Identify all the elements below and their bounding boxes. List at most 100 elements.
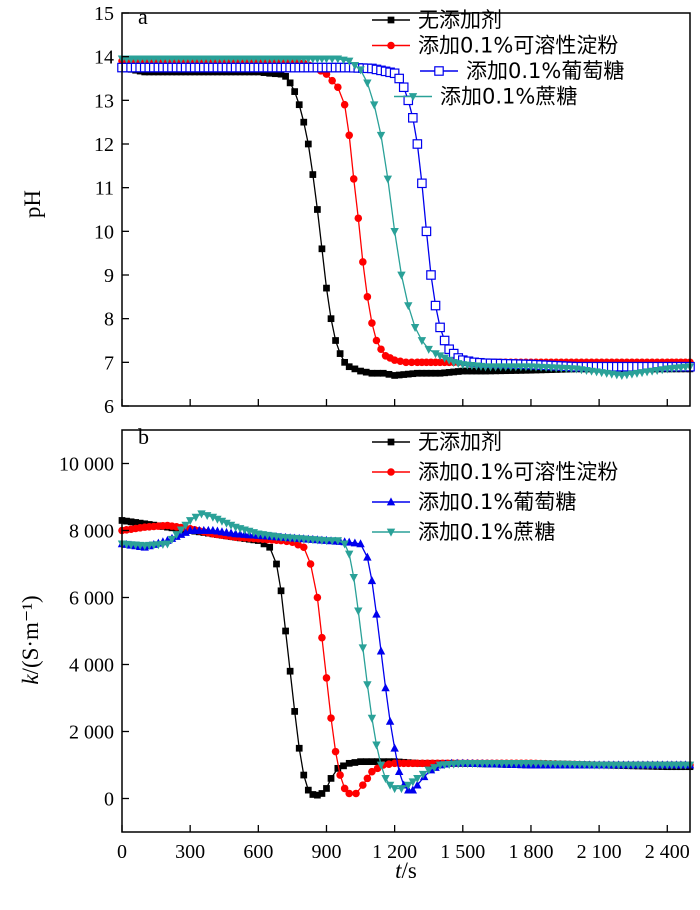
data-point	[417, 337, 427, 346]
data-point	[300, 118, 308, 126]
series-3	[117, 55, 695, 381]
y-tick-label: 14	[94, 47, 114, 69]
legend-label: 添加0.1%蔗糖	[440, 85, 577, 109]
data-point	[322, 674, 331, 682]
data-point	[217, 517, 227, 526]
data-point	[185, 517, 195, 526]
legend-label: 添加0.1%可溶性淀粉	[418, 34, 618, 58]
data-point	[304, 140, 312, 148]
y-tick-label: 10	[94, 221, 114, 243]
legend-item: 添加0.1%葡萄糖	[372, 490, 576, 514]
data-point	[445, 369, 453, 376]
data-point	[394, 73, 404, 84]
data-point	[409, 370, 417, 378]
legend-marker	[386, 497, 396, 506]
data-point	[435, 322, 445, 333]
data-point	[367, 576, 377, 585]
data-point	[354, 607, 363, 616]
data-point	[172, 531, 181, 540]
data-point	[367, 714, 377, 723]
series-line	[121, 524, 690, 795]
data-point	[652, 366, 662, 375]
data-point	[127, 518, 135, 526]
data-point	[413, 780, 422, 789]
data-point	[372, 609, 381, 618]
data-point	[418, 770, 428, 779]
data-point	[273, 560, 280, 568]
data-point	[627, 370, 637, 379]
data-point	[454, 368, 462, 375]
series-line	[121, 519, 690, 796]
data-point	[294, 540, 302, 549]
data-point	[176, 526, 186, 535]
data-point	[306, 560, 315, 568]
data-point	[318, 633, 326, 642]
legend-marker	[434, 66, 444, 76]
data-point	[309, 791, 317, 798]
data-point	[430, 764, 439, 773]
y-tick-label: 4 000	[69, 655, 114, 677]
data-point	[123, 517, 130, 525]
data-point	[356, 66, 365, 75]
data-point	[266, 69, 274, 77]
data-point	[622, 371, 632, 380]
series-2	[117, 62, 695, 372]
x-tick-label: 2 100	[577, 841, 622, 863]
x-tick-label: 1 800	[508, 841, 553, 863]
data-point	[222, 519, 231, 528]
data-point	[352, 789, 360, 798]
data-point	[277, 70, 285, 78]
data-point	[341, 358, 349, 366]
x-tick-label: 900	[311, 841, 341, 863]
series-line	[121, 513, 690, 790]
data-point	[327, 537, 337, 546]
data-point	[424, 766, 433, 775]
data-point	[440, 354, 449, 363]
panel-b-label: b	[138, 424, 149, 449]
data-point	[398, 82, 409, 93]
y-tick-label: 6 000	[69, 588, 114, 610]
legend-item: 添加0.1%可溶性淀粉	[372, 34, 618, 58]
series-line	[121, 66, 690, 377]
legend-label: 添加0.1%葡萄糖	[418, 490, 576, 514]
data-point	[473, 367, 480, 375]
data-point	[299, 543, 308, 552]
y-tick-label: 6	[104, 396, 114, 418]
y-tick-label: 8 000	[69, 521, 114, 543]
data-point	[459, 367, 467, 375]
data-point	[295, 101, 303, 109]
data-point	[226, 521, 236, 530]
series-line	[122, 66, 690, 368]
panel-a-frame	[121, 12, 691, 407]
data-point	[286, 79, 294, 87]
data-point	[385, 716, 395, 725]
data-point	[208, 513, 218, 522]
data-point	[368, 369, 376, 377]
series-line	[122, 58, 691, 377]
data-point	[400, 371, 408, 378]
data-point	[432, 369, 439, 377]
data-point	[431, 350, 440, 359]
data-point	[322, 55, 331, 64]
panel-b-x-axis-label: t/s	[395, 858, 417, 883]
x-tick-label: 1 200	[372, 841, 417, 863]
data-point	[372, 741, 381, 750]
legend-marker	[387, 41, 395, 50]
data-point	[309, 171, 317, 178]
data-point	[327, 55, 337, 64]
data-point	[395, 371, 403, 379]
data-point	[363, 293, 372, 301]
data-point	[368, 758, 376, 766]
data-point	[340, 784, 349, 793]
legend-label: 无添加剂	[418, 8, 502, 32]
legend-item: 添加0.1%蔗糖	[372, 520, 555, 544]
data-point	[379, 369, 387, 377]
data-point	[658, 366, 667, 375]
data-point	[397, 785, 406, 794]
x-tick-label: 1 500	[440, 841, 485, 863]
data-point	[383, 175, 393, 184]
data-point	[363, 681, 372, 690]
data-point	[413, 775, 422, 784]
